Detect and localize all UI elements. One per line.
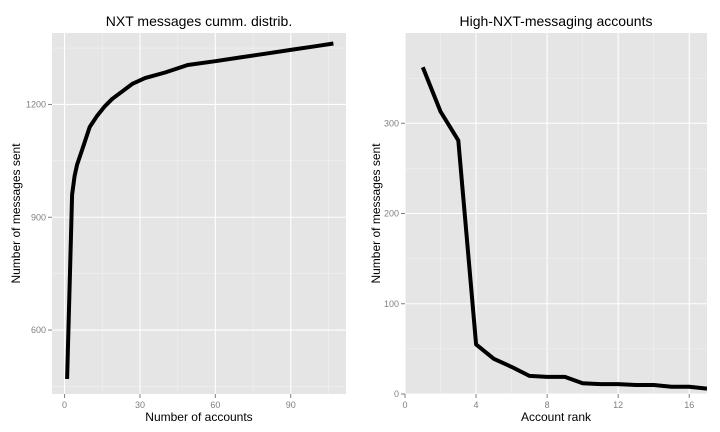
x-axis-title: Number of accounts [145,410,252,424]
chart-panel-2: 0 4 8 12 16 0 100 200 300 High-NXT-messaging acco… [369,13,707,424]
series-line-1 [65,41,334,380]
plot-background [52,33,346,394]
y-axis-title: Number of messages sent [9,143,23,284]
y-tick-label: 100 [384,299,399,309]
y-axis-title: Number of messages sent [369,143,383,284]
x-tick-label: 90 [286,400,296,410]
y-tick-label: 200 [384,209,399,219]
x-tick-label: 0 [402,400,407,410]
x-tick-label: 16 [684,400,694,410]
x-tick-label: 4 [474,400,479,410]
x-tick-label: 30 [135,400,145,410]
x-tick-label: 60 [210,400,220,410]
grid [405,33,707,394]
y-tick-label: 600 [31,325,46,335]
x-axis-title: Account rank [521,410,592,424]
series-line-1 [420,66,707,391]
y-tick-label: 0 [394,389,399,399]
grid [52,33,346,394]
chart-title: NXT messages cumm. distrib. [106,13,292,29]
chart-panel-1: 0 30 60 90 600 900 1200 NXT messages cumm. dist… [9,13,346,424]
y-tick-label: 900 [31,212,46,222]
x-tick-label: 12 [613,400,623,410]
chart-title: High-NXT-messaging accounts [460,13,653,29]
x-tick-label: 8 [545,400,550,410]
y-tick-label: 1200 [26,99,46,109]
y-tick-label: 300 [384,118,399,128]
x-tick-label: 0 [62,400,67,410]
